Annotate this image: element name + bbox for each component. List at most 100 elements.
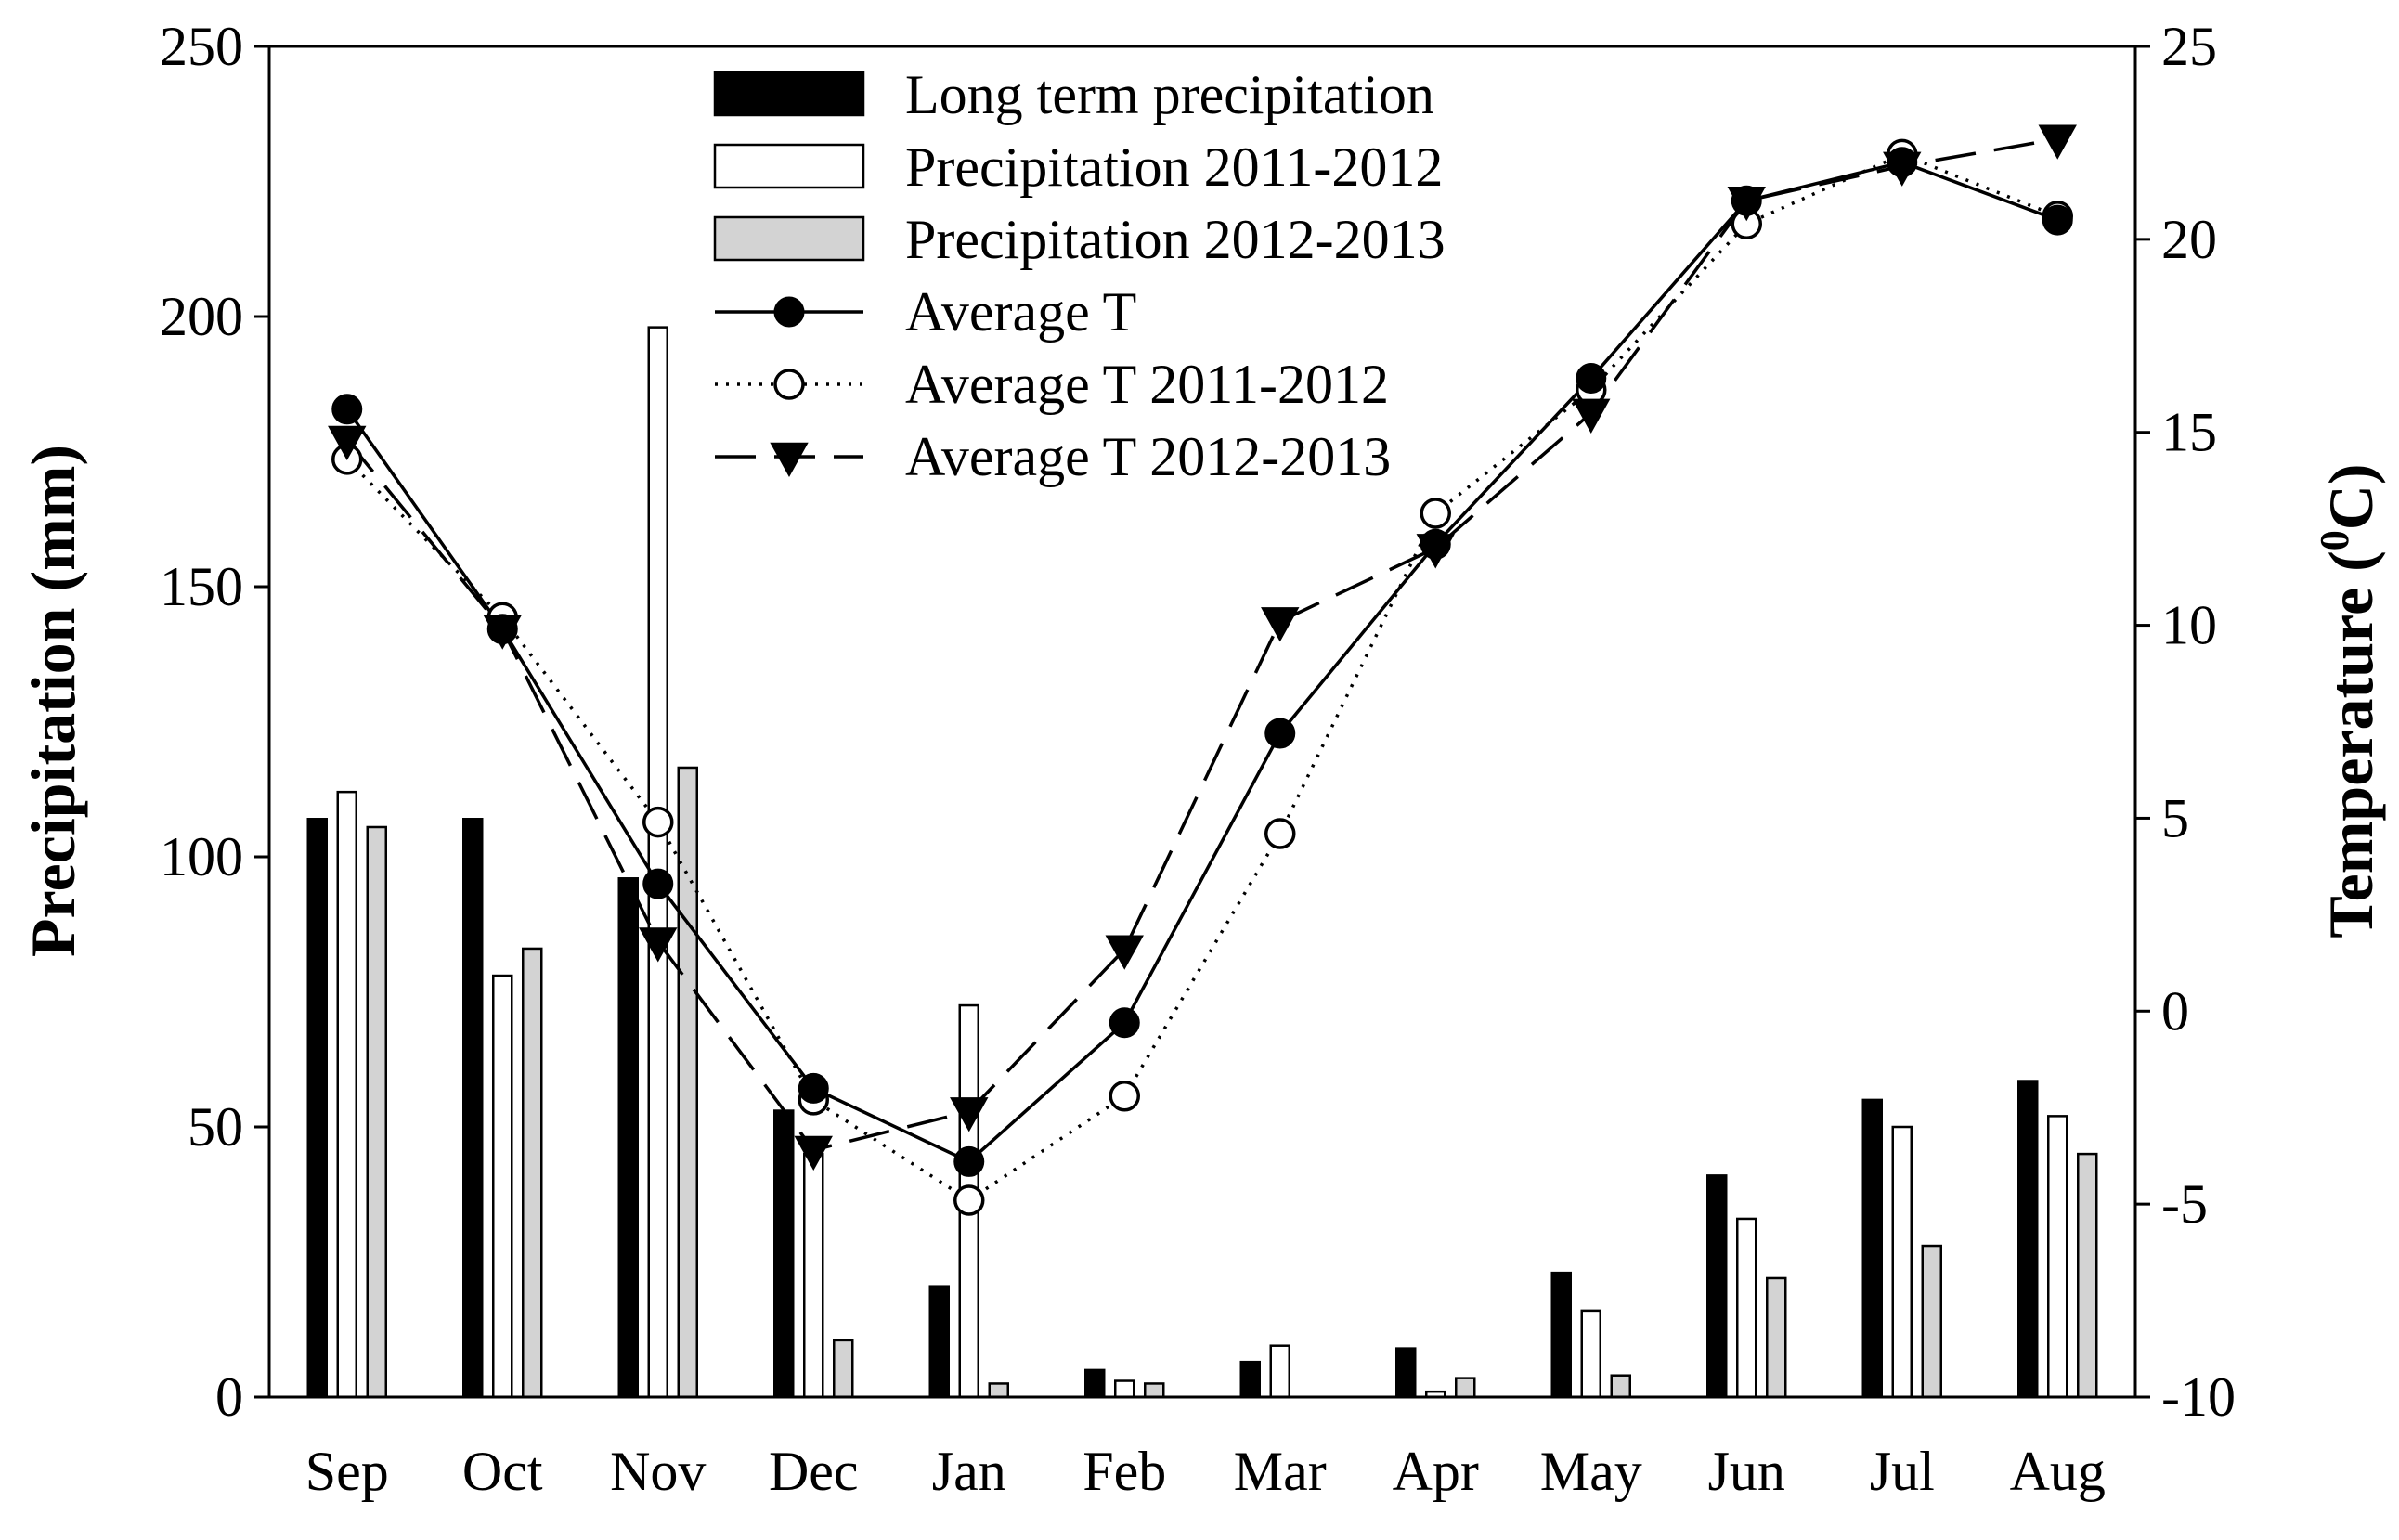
bar-precipitation-2011-2012-dec (803, 1152, 824, 1399)
point-average-t-aug (2042, 204, 2073, 236)
x-tick-label: Feb (1083, 1441, 1166, 1502)
bar-precipitation-2011-2012-may (1580, 1309, 1601, 1399)
bar-precipitation-2011-2012-jun (1736, 1217, 1757, 1399)
bar-long-term-precipitation-sep (306, 818, 328, 1399)
right-axis-title-main: Temperature ( (2315, 550, 2386, 938)
point-average-t-2011-2012-apr (1420, 498, 1451, 529)
bar-precipitation-2012-2013-may (1610, 1374, 1631, 1399)
point-average-t-sep (331, 394, 363, 425)
right-tick-label: 20 (2161, 209, 2217, 270)
bar-long-term-precipitation-mar (1239, 1360, 1261, 1399)
legend-marker (773, 369, 805, 400)
bar-long-term-precipitation-may (1550, 1271, 1572, 1399)
line-average-t (345, 160, 2058, 1164)
x-tick-label: Jun (1708, 1441, 1785, 1502)
point-average-t-2012-2013-sep (328, 425, 367, 461)
x-tick-label: Jan (932, 1441, 1006, 1502)
right-tick-label: 5 (2161, 787, 2189, 848)
left-tick-label: 50 (188, 1096, 243, 1158)
legend-label: Precipitation 2012-2013 (905, 209, 1446, 270)
right-tick-label: -5 (2161, 1173, 2208, 1235)
point-average-t-dec (798, 1072, 829, 1104)
bar-precipitation-2012-2013-jan (988, 1382, 1009, 1399)
left-tick-label: 200 (160, 286, 243, 347)
axes: 0 50 100 150 200 250 -10 -5 0 5 10 15 20 25 Sep Oct Nov D… (160, 16, 2236, 1502)
point-average-t-2011-2012-mar (1264, 818, 1296, 849)
point-average-t-2012-2013-may (1572, 398, 1611, 434)
x-tick-label: Sep (305, 1441, 389, 1502)
right-tick-label: 10 (2161, 595, 2217, 656)
bar-long-term-precipitation-oct (462, 818, 484, 1399)
bar-precipitation-2011-2012-oct (492, 974, 513, 1399)
bar-long-term-precipitation-jan (928, 1285, 950, 1399)
point-average-t-2012-2013-jul (1883, 151, 1922, 187)
x-tick-label: Oct (462, 1441, 543, 1502)
right-axis-title-sup: 0 (2312, 530, 2357, 550)
legend-swatch (713, 215, 865, 262)
point-average-t-2012-2013-mar (1261, 607, 1300, 642)
legend-marker (770, 442, 809, 478)
right-axis-title-unit: C) (2315, 463, 2386, 530)
left-tick-label: 100 (160, 826, 243, 887)
bar-precipitation-2012-2013-sep (366, 825, 387, 1399)
bar-long-term-precipitation-dec (773, 1109, 795, 1399)
x-tick-label: Nov (610, 1441, 706, 1502)
point-average-t-2011-2012-feb (1109, 1080, 1140, 1112)
bar-precipitation-2011-2012-feb (1114, 1379, 1135, 1399)
bar-long-term-precipitation-apr (1395, 1347, 1417, 1399)
bar-precipitation-2011-2012-mar (1269, 1344, 1290, 1399)
x-tick-label: Jul (1870, 1441, 1935, 1502)
point-average-t-nov (642, 868, 674, 899)
left-axis-title: Precipitation (mm) (18, 445, 88, 957)
bar-long-term-precipitation-jun (1706, 1174, 1728, 1399)
legend-label: Long term precipitation (905, 64, 1434, 125)
legend-swatch (713, 143, 865, 189)
x-tick-label: Apr (1393, 1441, 1479, 1502)
bar-long-term-precipitation-jul (1861, 1098, 1883, 1399)
point-average-t-2012-2013-oct (483, 615, 522, 650)
x-tick-label: Dec (769, 1441, 859, 1502)
right-tick-label: -10 (2161, 1366, 2236, 1428)
bar-precipitation-2011-2012-sep (336, 790, 357, 1399)
line-average-t-2011-2012 (345, 152, 2058, 1203)
bar-precipitation-2012-2013-dec (833, 1339, 854, 1399)
left-tick-label: 250 (160, 16, 243, 77)
left-tick-label: 0 (215, 1366, 243, 1428)
right-axis-title: Temperature (0C) (2312, 463, 2386, 938)
point-average-t-2011-2012-jan (953, 1184, 985, 1216)
point-average-t-jan (953, 1145, 985, 1177)
right-tick-label: 15 (2161, 402, 2217, 463)
legend-label: Average T 2012-2013 (905, 426, 1391, 487)
bar-long-term-precipitation-aug (2017, 1080, 2039, 1399)
point-average-t-2012-2013-apr (1416, 534, 1455, 569)
right-tick-label: 25 (2161, 16, 2217, 77)
x-tick-label: May (1540, 1441, 1642, 1502)
bar-precipitation-2012-2013-jun (1766, 1276, 1787, 1399)
precipitation-bars (306, 326, 2098, 1399)
x-tick-label: Aug (2010, 1441, 2106, 1502)
point-average-t-2011-2012-nov (642, 806, 674, 838)
bar-precipitation-2012-2013-oct (522, 947, 543, 1399)
legend-label: Average T (905, 281, 1136, 343)
legend-label: Precipitation 2011-2012 (905, 136, 1443, 198)
bar-precipitation-2011-2012-aug (2047, 1115, 2068, 1399)
line-average-t-2012-2013 (345, 137, 2058, 1152)
point-average-t-2012-2013-aug (2038, 124, 2077, 160)
legend-swatch (713, 71, 865, 117)
bar-precipitation-2012-2013-aug (2077, 1152, 2098, 1399)
legend-label: Average T 2011-2012 (905, 354, 1389, 415)
point-average-t-feb (1109, 1007, 1140, 1039)
temperature-lines (328, 124, 2077, 1216)
bar-precipitation-2011-2012-nov (647, 326, 668, 1399)
bar-long-term-precipitation-nov (617, 877, 639, 1399)
point-average-t-2012-2013-jan (950, 1097, 989, 1132)
bar-precipitation-2012-2013-feb (1144, 1382, 1165, 1399)
point-average-t-mar (1264, 718, 1296, 749)
legend: Long term precipitation Precipitation 201… (713, 64, 1446, 487)
right-tick-label: 0 (2161, 980, 2189, 1042)
point-average-t-2012-2013-jun (1727, 187, 1766, 222)
point-average-t-2012-2013-feb (1105, 935, 1144, 970)
bar-long-term-precipitation-feb (1084, 1368, 1106, 1399)
legend-marker (773, 296, 805, 328)
